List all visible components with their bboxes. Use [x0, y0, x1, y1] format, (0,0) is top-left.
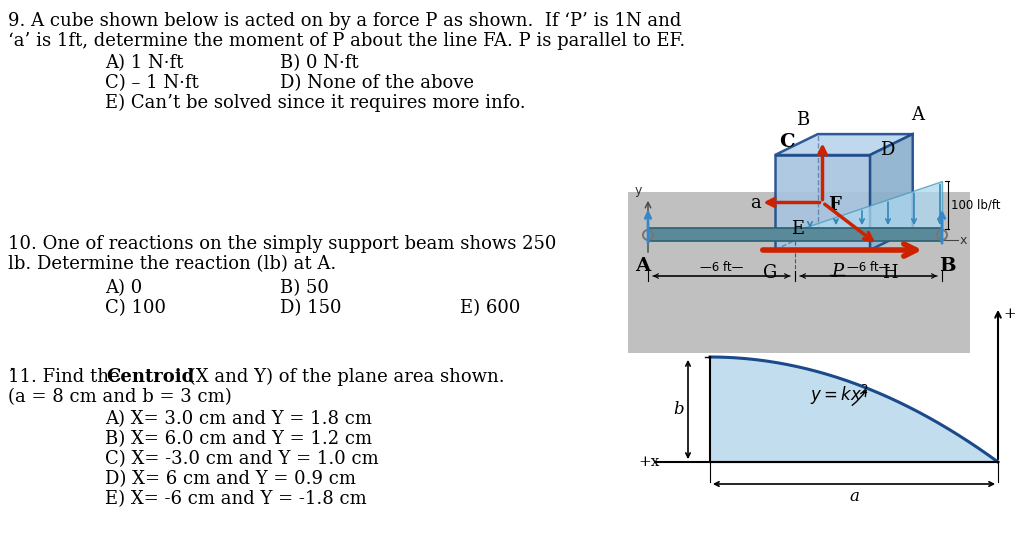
Text: H: H — [882, 264, 898, 282]
Text: E: E — [791, 220, 804, 238]
Text: C) 100: C) 100 — [105, 299, 166, 317]
Text: 100 lb/ft: 100 lb/ft — [951, 198, 1001, 212]
Text: $y = kx^2$: $y = kx^2$ — [810, 383, 870, 407]
Text: B: B — [939, 257, 955, 275]
Text: A) 1 N·ft: A) 1 N·ft — [105, 54, 184, 72]
Text: D: D — [880, 141, 894, 159]
Text: 9. A cube shown below is acted on by a force P as shown.  If ‘P’ is 1N and: 9. A cube shown below is acted on by a f… — [8, 12, 681, 30]
Text: G: G — [763, 264, 777, 282]
Text: D) X= 6 cm and Y = 0.9 cm: D) X= 6 cm and Y = 0.9 cm — [105, 470, 356, 488]
Text: E) X= -6 cm and Y = -1.8 cm: E) X= -6 cm and Y = -1.8 cm — [105, 490, 366, 508]
Text: 10. One of reactions on the simply support beam shows 250: 10. One of reactions on the simply suppo… — [8, 235, 556, 253]
Text: C) X= -3.0 cm and Y = 1.0 cm: C) X= -3.0 cm and Y = 1.0 cm — [105, 450, 379, 468]
Text: —6 ft—: —6 ft— — [847, 261, 890, 274]
Text: C: C — [779, 133, 795, 151]
Polygon shape — [710, 357, 998, 462]
Bar — [648, 228, 942, 241]
Bar — [628, 192, 970, 353]
Text: A: A — [911, 106, 925, 124]
Text: E) 600: E) 600 — [460, 299, 521, 317]
Text: P: P — [831, 263, 843, 281]
Text: +y: +y — [1003, 307, 1015, 321]
Text: B) X= 6.0 cm and Y = 1.2 cm: B) X= 6.0 cm and Y = 1.2 cm — [105, 430, 373, 448]
Text: lb. Determine the reaction (lb) at A.: lb. Determine the reaction (lb) at A. — [8, 255, 336, 273]
Text: x: x — [960, 234, 967, 246]
Text: B: B — [797, 111, 810, 129]
Text: +x: +x — [638, 455, 660, 469]
Text: F: F — [828, 195, 841, 213]
Text: y: y — [634, 184, 642, 197]
Text: B) 50: B) 50 — [280, 279, 329, 297]
Text: ‘a’ is 1ft, determine the moment of P about the line FA. P is parallel to EF.: ‘a’ is 1ft, determine the moment of P ab… — [8, 32, 685, 50]
Text: (a = 8 cm and b = 3 cm): (a = 8 cm and b = 3 cm) — [8, 388, 231, 406]
Text: D) 150: D) 150 — [280, 299, 341, 317]
Polygon shape — [775, 155, 870, 250]
Polygon shape — [775, 134, 912, 155]
Text: C) – 1 N·ft: C) – 1 N·ft — [105, 74, 199, 92]
Text: E) Can’t be solved since it requires more info.: E) Can’t be solved since it requires mor… — [105, 94, 526, 112]
Text: b: b — [673, 401, 684, 418]
Text: a: a — [750, 194, 761, 212]
Text: 11. Find the: 11. Find the — [8, 368, 126, 386]
Polygon shape — [800, 181, 942, 229]
Text: a: a — [850, 488, 859, 505]
Text: .: . — [8, 356, 14, 374]
Text: A) 0: A) 0 — [105, 279, 142, 297]
Text: A) X= 3.0 cm and Y = 1.8 cm: A) X= 3.0 cm and Y = 1.8 cm — [105, 410, 373, 428]
Polygon shape — [870, 134, 912, 250]
Text: Centroid: Centroid — [106, 368, 194, 386]
Text: D) None of the above: D) None of the above — [280, 74, 474, 92]
Text: B) 0 N·ft: B) 0 N·ft — [280, 54, 358, 72]
Text: A: A — [635, 257, 651, 275]
Text: —6 ft—: —6 ft— — [699, 261, 743, 274]
Text: (X and Y) of the plane area shown.: (X and Y) of the plane area shown. — [183, 368, 504, 386]
